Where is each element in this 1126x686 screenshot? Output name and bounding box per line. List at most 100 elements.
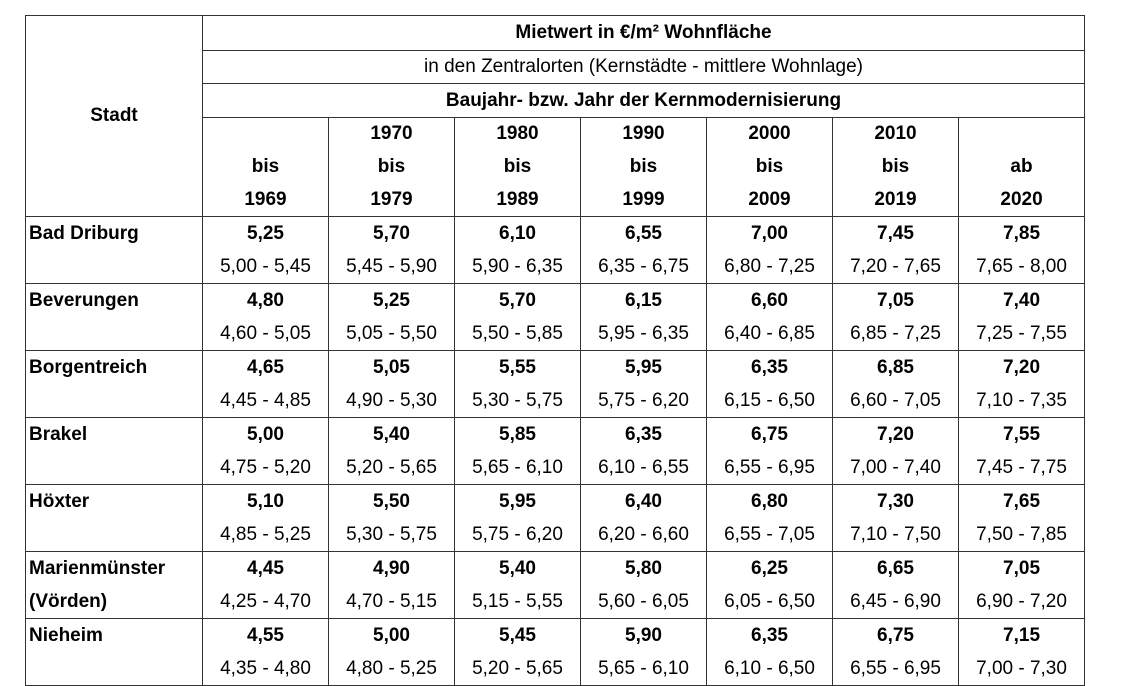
value-cell: 5,90 5,65 - 6,10 (580, 618, 707, 686)
year-header: bis 1969 (202, 117, 329, 217)
year-stack: 2010 bis 2019 (834, 119, 958, 216)
range-value: 7,25 - 7,55 (976, 323, 1067, 344)
mean-value: 5,00 (247, 424, 284, 445)
range-value: 5,75 - 6,20 (598, 390, 689, 411)
mean-value: 5,80 (625, 558, 662, 579)
range-value: 4,25 - 4,70 (220, 591, 311, 612)
value-cell: 7,20 7,00 - 7,40 (832, 417, 959, 485)
year-line: 1970 (370, 123, 413, 144)
range-value: 7,20 - 7,65 (850, 256, 941, 277)
range-value: 5,65 - 6,10 (472, 457, 563, 478)
range-value: 4,70 - 5,15 (346, 591, 437, 612)
mean-value: 6,35 (751, 357, 788, 378)
value-cell: 5,00 4,75 - 5,20 (202, 417, 329, 485)
mean-value: 7,00 (751, 223, 788, 244)
value-cell: 5,70 5,45 - 5,90 (328, 216, 455, 284)
city-name: Höxter (29, 491, 90, 512)
range-value: 6,55 - 6,95 (850, 658, 941, 679)
year-line: 1999 (622, 189, 665, 210)
value-cell: 6,65 6,45 - 6,90 (832, 551, 959, 619)
range-value: 7,00 - 7,30 (976, 658, 1067, 679)
mean-value: 6,35 (625, 424, 662, 445)
mean-value: 7,15 (1003, 625, 1041, 646)
year-line: 1979 (370, 189, 413, 210)
value-cell: 6,75 6,55 - 6,95 (706, 417, 833, 485)
value-cell: 5,05 4,90 - 5,30 (328, 350, 455, 418)
value-cell: 5,80 5,60 - 6,05 (580, 551, 707, 619)
year-stack: 1990 bis 1999 (582, 119, 706, 216)
mean-value: 5,40 (499, 558, 536, 579)
value-cell: 7,05 6,90 - 7,20 (957, 551, 1086, 619)
range-value: 5,60 - 6,05 (598, 591, 689, 612)
value-cell: 7,40 7,25 - 7,55 (957, 283, 1086, 351)
value-cell: 6,10 5,90 - 6,35 (454, 216, 581, 284)
value-cell: 7,00 6,80 - 7,25 (706, 216, 833, 284)
value-cell: 7,30 7,10 - 7,50 (832, 484, 959, 552)
value-cell: 5,10 4,85 - 5,25 (202, 484, 329, 552)
value-cell: 4,65 4,45 - 4,85 (202, 350, 329, 418)
year-header: 2010 bis 2019 (832, 117, 959, 217)
year-stack: 2000 bis 2009 (708, 119, 832, 216)
stadt-header: Stadt (25, 15, 203, 217)
range-value: 5,20 - 5,65 (472, 658, 563, 679)
range-value: 6,85 - 7,25 (850, 323, 941, 344)
year-line: 1989 (496, 189, 539, 210)
mean-value: 7,85 (1003, 223, 1041, 244)
mean-value: 5,05 (373, 357, 410, 378)
city-cell: Nieheim (25, 618, 203, 686)
data-row: Höxter 5,10 4,85 - 5,25 5,50 5,30 - 5,75 5,95… (25, 484, 1086, 552)
range-value: 4,90 - 5,30 (346, 390, 437, 411)
range-value: 6,90 - 7,20 (976, 591, 1067, 612)
range-value: 6,10 - 6,50 (724, 658, 815, 679)
range-value: 5,05 - 5,50 (346, 323, 437, 344)
year-line: 2020 (1000, 189, 1043, 210)
year-line: 2000 (748, 123, 791, 144)
range-value: 5,45 - 5,90 (346, 256, 437, 277)
range-value: 7,10 - 7,35 (976, 390, 1067, 411)
range-value: 5,30 - 5,75 (346, 524, 437, 545)
mean-value: 6,25 (751, 558, 788, 579)
mean-value: 5,50 (373, 491, 410, 512)
year-line: bis (503, 156, 532, 177)
range-value: 4,60 - 5,05 (220, 323, 311, 344)
value-cell: 4,55 4,35 - 4,80 (202, 618, 329, 686)
mean-value: 5,40 (373, 424, 410, 445)
data-row: Borgentreich 4,65 4,45 - 4,85 5,05 4,90 - 5,… (25, 350, 1086, 418)
year-line: bis (629, 156, 658, 177)
range-value: 4,75 - 5,20 (220, 457, 311, 478)
mean-value: 4,65 (247, 357, 284, 378)
value-cell: 5,40 5,20 - 5,65 (328, 417, 455, 485)
value-cell: 6,35 6,10 - 6,55 (580, 417, 707, 485)
range-value: 5,30 - 5,75 (472, 390, 563, 411)
mean-value: 7,55 (1003, 424, 1041, 445)
mean-value: 5,70 (373, 223, 410, 244)
value-cell: 5,95 5,75 - 6,20 (454, 484, 581, 552)
range-value: 7,65 - 8,00 (976, 256, 1067, 277)
mean-value: 7,05 (1003, 558, 1041, 579)
range-value: 6,40 - 6,85 (724, 323, 815, 344)
rent-table: Stadt Mietwert in €/m² Wohnfläche in den… (25, 15, 1086, 686)
mean-value: 7,40 (1003, 290, 1041, 311)
mean-value: 6,35 (751, 625, 788, 646)
range-value: 6,10 - 6,55 (598, 457, 689, 478)
data-row: Marienmünster (Vörden) 4,45 4,25 - 4,70 4,90… (25, 551, 1086, 619)
range-value: 7,45 - 7,75 (976, 457, 1067, 478)
mean-value: 5,70 (499, 290, 536, 311)
range-value: 5,00 - 5,45 (220, 256, 311, 277)
city-name: Nieheim (29, 625, 103, 646)
mean-value: 7,30 (877, 491, 914, 512)
year-stack: bis 1969 (204, 119, 328, 216)
year-line: bis (755, 156, 784, 177)
mean-value: 5,25 (373, 290, 410, 311)
year-header: 1990 bis 1999 (580, 117, 707, 217)
city-name: Bad Driburg (29, 223, 139, 244)
value-cell: 7,15 7,00 - 7,30 (957, 618, 1086, 686)
range-value: 5,50 - 5,85 (472, 323, 563, 344)
value-cell: 7,65 7,50 - 7,85 (957, 484, 1086, 552)
mean-value: 6,60 (751, 290, 788, 311)
range-value: 5,75 - 6,20 (472, 524, 563, 545)
city-cell: Borgentreich (25, 350, 203, 418)
year-header: 1970 bis 1979 (328, 117, 455, 217)
year-line: bis (377, 156, 406, 177)
